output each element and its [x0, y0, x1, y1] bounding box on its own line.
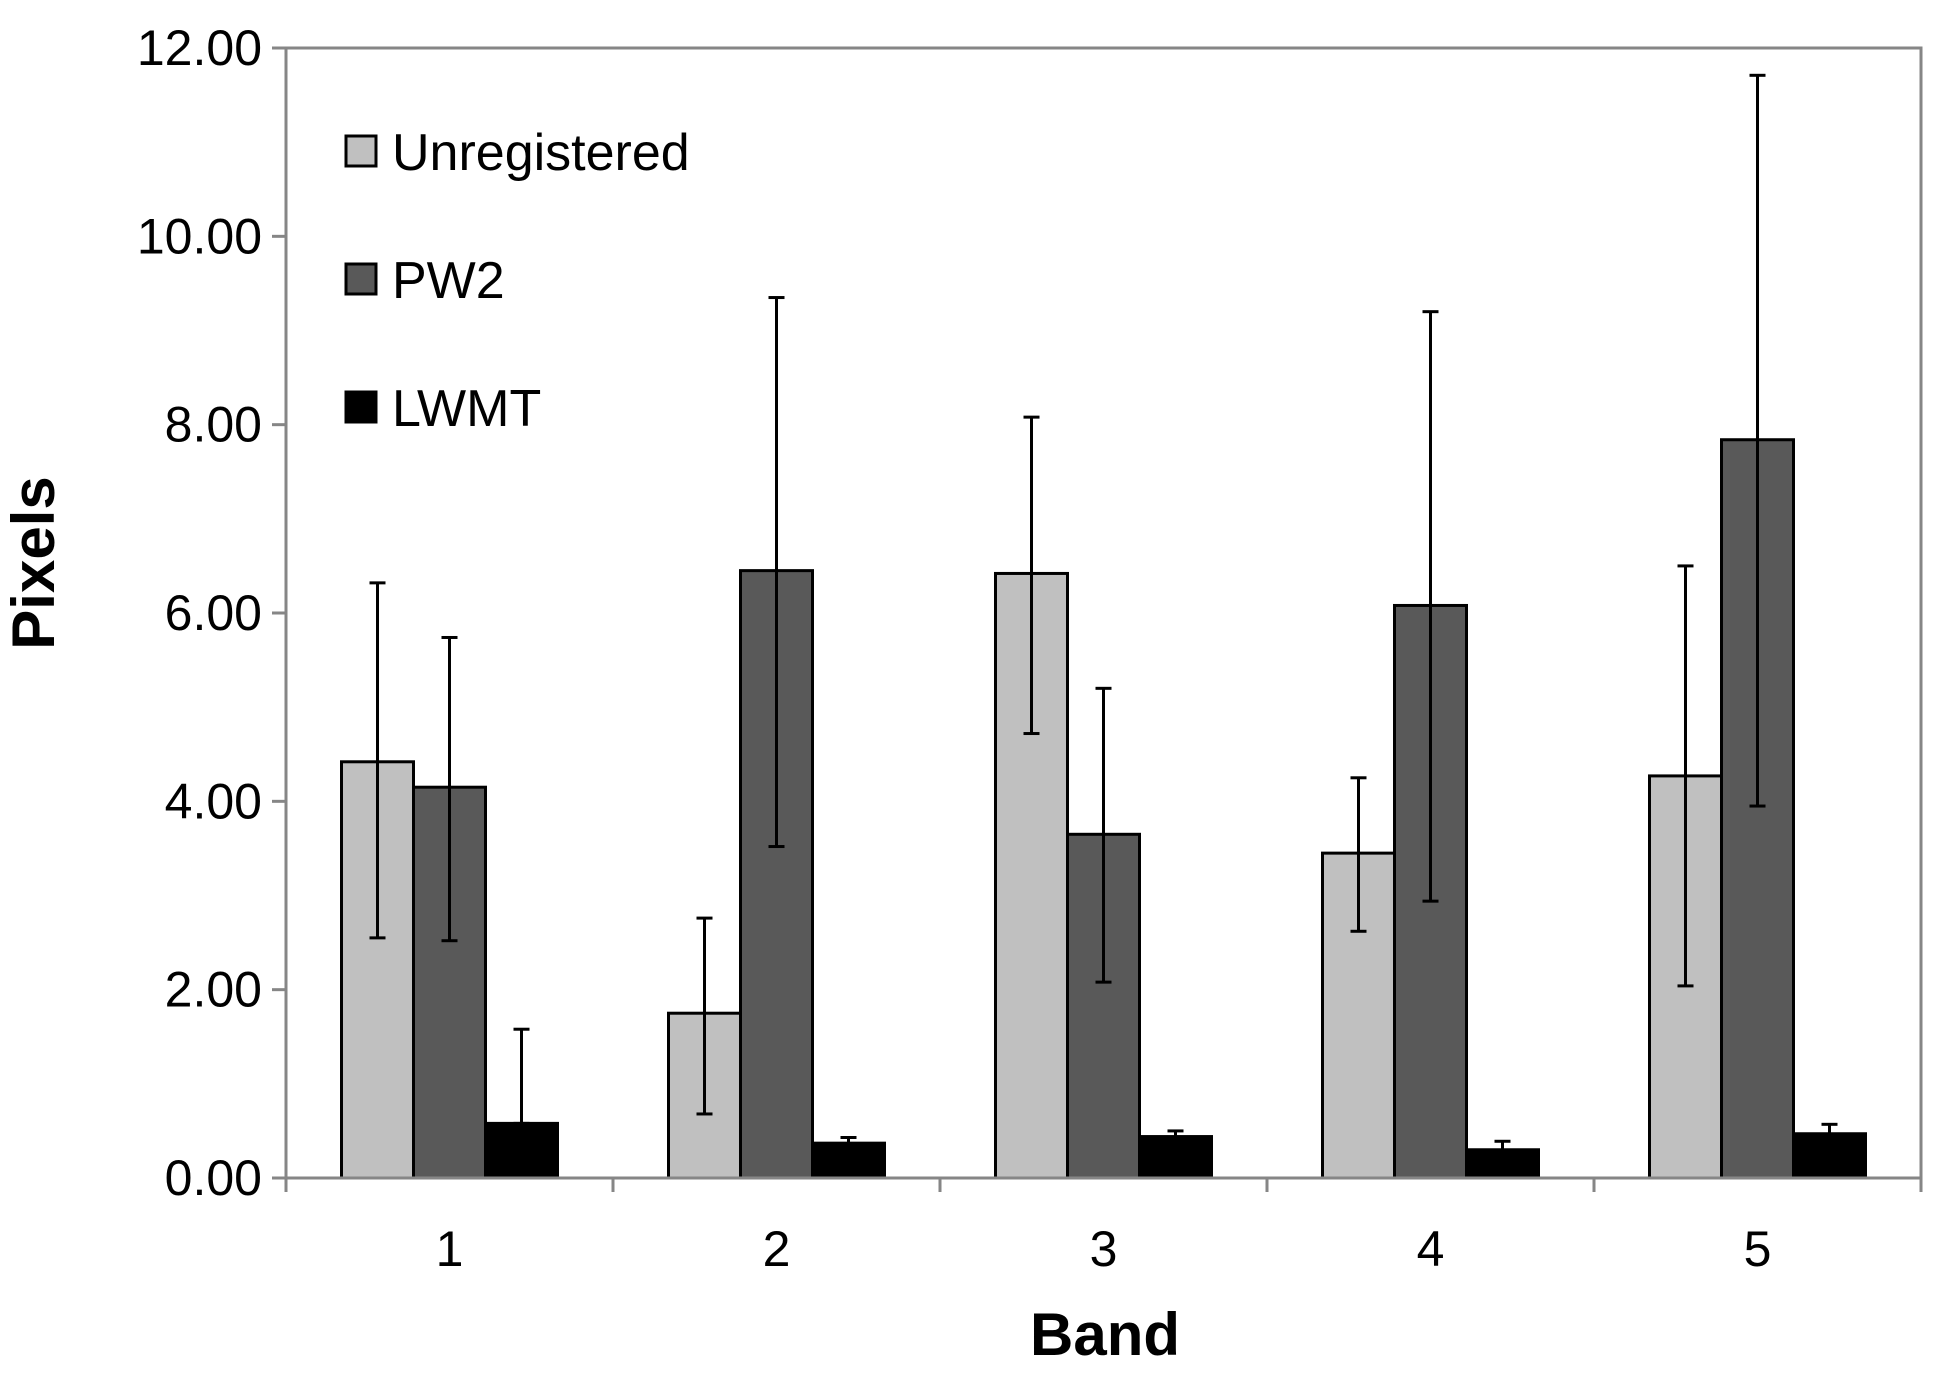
- bar-lwmt-band-3: [1138, 1135, 1213, 1180]
- y-tick-label: 6.00: [165, 585, 262, 641]
- x-tick-label: 2: [763, 1221, 791, 1277]
- y-tick-label: 8.00: [165, 397, 262, 453]
- bar-lwmt-band-1: [484, 1121, 559, 1180]
- y-axis-title: Pixels: [0, 476, 67, 649]
- x-tick-label: 3: [1090, 1221, 1118, 1277]
- x-axis-title: Band: [1030, 1301, 1180, 1368]
- x-tick-label: 5: [1744, 1221, 1772, 1277]
- y-tick-label: 10.00: [137, 208, 262, 264]
- bar-lwmt-band-2: [811, 1141, 886, 1180]
- legend-label-unregistered: Unregistered: [392, 124, 690, 182]
- legend-label-lwmt: LWMT: [392, 380, 541, 438]
- legend: Unregistered PW2 LWMT: [344, 124, 690, 438]
- legend-label-pw2: PW2: [392, 252, 505, 310]
- legend-swatch-pw2: [344, 262, 378, 296]
- y-tick-label: 2.00: [165, 962, 262, 1018]
- axes: 0.00 2.00 4.00 6.00 8.00 10.00 12.00 1 2 3 4 5: [137, 20, 1923, 1277]
- y-tick-label: 4.00: [165, 773, 262, 829]
- y-tick-label: 12.00: [137, 20, 262, 76]
- y-tick-label: 0.00: [165, 1150, 262, 1206]
- legend-swatch-lwmt: [344, 390, 378, 424]
- x-tick-label: 4: [1417, 1221, 1445, 1277]
- error-bars: [369, 73, 1838, 1158]
- legend-swatch-unregistered: [344, 134, 378, 168]
- x-tick-label: 1: [436, 1221, 464, 1277]
